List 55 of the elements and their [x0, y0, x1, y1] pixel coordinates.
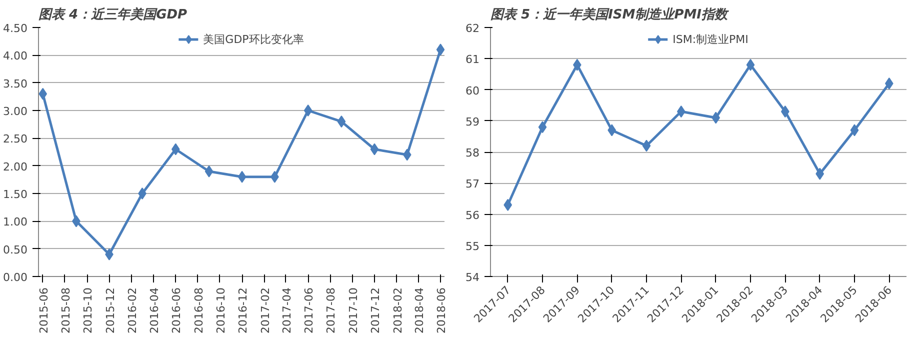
y-tick-label: 0.50: [3, 243, 28, 256]
x-tick-label: 2015-06: [37, 287, 50, 334]
legend-label: ISM:制造业PMI: [672, 32, 748, 46]
x-tick-label: 2017-06: [302, 287, 316, 334]
y-tick-label: 2.00: [3, 160, 28, 174]
x-tick-label: 2017-04: [280, 287, 294, 334]
x-tick-label: 2016-06: [170, 287, 184, 334]
x-tick-label: 2018-06: [435, 287, 448, 334]
chart-title: 图表 4：近三年美国GDP: [38, 6, 188, 22]
point: [642, 140, 651, 152]
point: [337, 116, 346, 128]
x-tick-label: 2016-04: [148, 287, 162, 334]
y-tick-label: 4.50: [3, 22, 28, 35]
point: [238, 170, 246, 183]
point: [38, 88, 48, 100]
point: [746, 58, 755, 71]
point: [171, 143, 180, 156]
point: [204, 165, 214, 178]
y-tick-label: 61: [466, 53, 480, 66]
x-tick-label: 2016-10: [214, 287, 228, 334]
x-tick-label: 2017-08: [324, 287, 338, 334]
y-tick-label: 60: [466, 84, 480, 98]
point: [304, 104, 312, 116]
y-tick-label: 1.00: [3, 216, 28, 229]
point: [402, 148, 412, 161]
chart-title: 图表 5：近一年美国ISM制造业PMI指数: [490, 6, 730, 22]
point: [138, 188, 146, 200]
x-tick-label: 2017-02: [259, 287, 272, 334]
y-tick-label: 57: [466, 178, 480, 191]
point: [538, 121, 547, 134]
y-tick-label: 3.50: [3, 77, 28, 90]
y-tick-label: 59: [466, 115, 480, 128]
y-tick-label: 1.50: [3, 188, 28, 201]
x-tick-label: 2017-12: [368, 287, 382, 334]
y-tick-label: 2.50: [3, 132, 28, 146]
y-tick-label: 54: [466, 271, 480, 284]
x-tick-label: 2016-12: [236, 287, 250, 334]
y-tick-label: 55: [466, 240, 480, 253]
x-tick-label: 2015-08: [59, 287, 72, 334]
y-tick-label: 3.00: [3, 105, 28, 118]
point: [850, 124, 859, 136]
x-tick-label: 2017-10: [346, 287, 360, 334]
legend-label: 美国GDP环比变化率: [203, 32, 304, 46]
y-tick-label: 0.00: [3, 271, 28, 284]
x-tick-label: 2018-04: [412, 287, 426, 334]
y-tick-label: 62: [466, 22, 480, 35]
point: [370, 143, 379, 156]
y-tick-label: 4.00: [3, 50, 28, 63]
x-tick-label: 2016-02: [126, 287, 140, 334]
x-tick-label: 2018-02: [391, 287, 404, 334]
x-tick-label: 2016-08: [192, 287, 206, 334]
y-tick-label: 58: [466, 146, 480, 160]
x-tick-label: 2015-10: [82, 287, 95, 334]
y-tick-label: 56: [466, 208, 480, 222]
x-tick-label: 2015-12: [104, 287, 117, 334]
